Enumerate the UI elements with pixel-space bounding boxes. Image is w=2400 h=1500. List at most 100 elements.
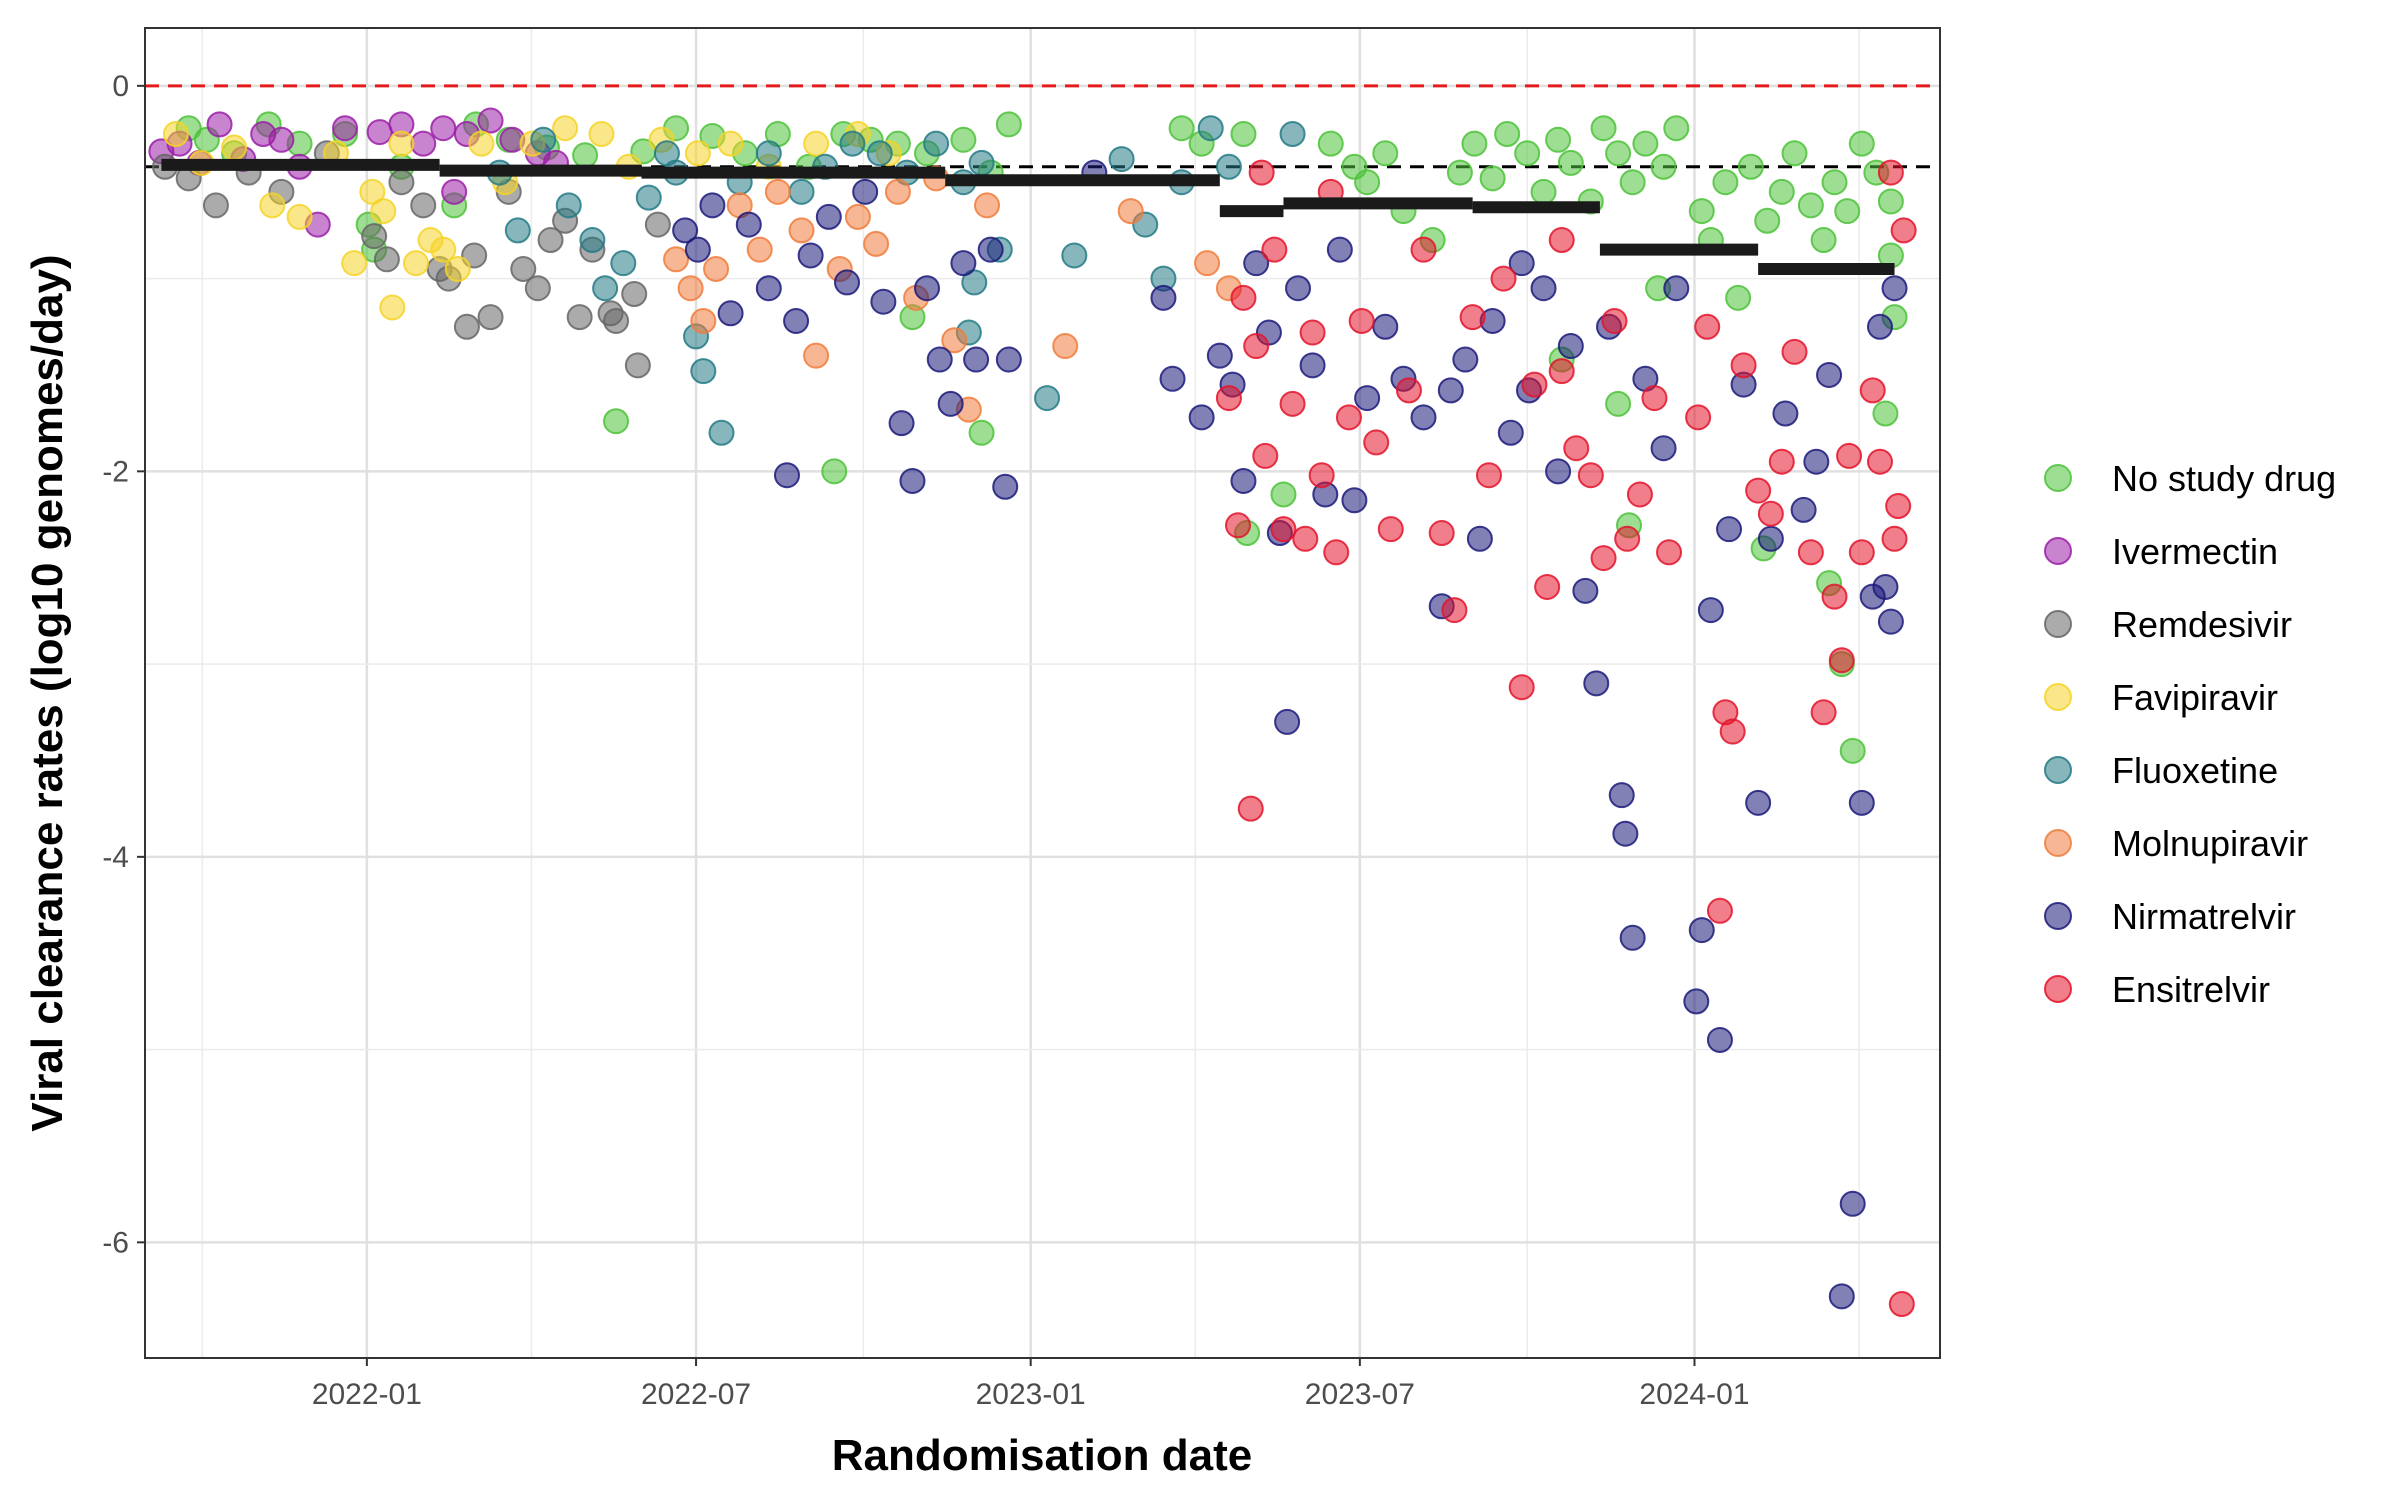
data-point <box>1590 545 1617 572</box>
legend-key <box>2044 829 2072 857</box>
data-point <box>621 281 648 307</box>
data-point <box>968 419 995 446</box>
y-tick-label: -2 <box>102 455 129 488</box>
x-tick-label: 2023-01 <box>976 1378 1086 1411</box>
data-point <box>1215 153 1242 180</box>
legend-key <box>2044 975 2072 1003</box>
data-point <box>1816 361 1843 388</box>
data-point <box>1877 608 1904 635</box>
data-point <box>221 134 248 161</box>
data-point <box>1881 275 1908 302</box>
data-point <box>1614 525 1641 552</box>
data-point <box>1716 516 1743 543</box>
data-point <box>1490 265 1517 292</box>
data-point <box>1252 442 1279 469</box>
data-point <box>1308 462 1335 489</box>
data-point <box>1475 462 1502 489</box>
data-point <box>1781 338 1808 365</box>
data-point <box>1737 153 1764 180</box>
data-point <box>1188 404 1215 431</box>
data-point <box>1590 115 1617 142</box>
data-point <box>410 130 437 157</box>
data-point <box>468 130 495 157</box>
data-point <box>677 275 704 302</box>
data-point <box>1243 250 1270 277</box>
data-point <box>735 211 762 238</box>
y-axis-ticks: 0 -2 -4 -6 <box>102 70 145 1259</box>
data-point <box>1108 146 1135 173</box>
data-point <box>510 255 537 282</box>
data-point <box>950 126 977 153</box>
data-point <box>552 115 579 142</box>
data-point <box>663 246 690 273</box>
data-point <box>866 140 893 167</box>
data-point <box>1872 400 1899 427</box>
data-point <box>1150 284 1177 311</box>
data-point <box>341 250 368 277</box>
data-point <box>870 288 897 315</box>
data-point <box>1206 342 1233 369</box>
data-point <box>708 419 735 446</box>
legend-label: Ensitrelvir <box>2112 969 2270 1010</box>
data-point <box>1757 500 1784 527</box>
legend-label: Remdesivir <box>2112 604 2292 645</box>
data-point <box>1712 169 1739 196</box>
data-point <box>1168 115 1195 142</box>
data-point <box>703 255 730 282</box>
legend-label: Nirmatrelvir <box>2112 896 2296 937</box>
data-point <box>1452 346 1479 373</box>
data-point <box>1821 583 1848 610</box>
data-point <box>1872 573 1899 600</box>
data-point <box>1372 140 1399 167</box>
data-point <box>537 227 564 254</box>
data-point <box>1410 404 1437 431</box>
data-point <box>672 217 699 244</box>
data-point <box>888 410 915 437</box>
data-point <box>610 250 637 277</box>
data-point <box>746 236 773 263</box>
data-point <box>788 178 815 205</box>
data-point <box>286 203 313 230</box>
data-point <box>1836 442 1863 469</box>
data-point <box>1663 115 1690 142</box>
data-point <box>524 275 551 302</box>
x-tick-label: 2024-01 <box>1639 1378 1749 1411</box>
data-point <box>1225 512 1252 539</box>
period-mean-segments <box>161 158 1895 275</box>
data-point <box>884 178 911 205</box>
data-point <box>1230 121 1257 148</box>
data-point <box>1377 516 1404 543</box>
data-point <box>1428 520 1455 547</box>
data-point <box>1545 126 1572 153</box>
data-point <box>1530 275 1557 302</box>
data-point <box>206 111 233 138</box>
panel-border <box>144 27 1941 1359</box>
data-point <box>1243 333 1270 360</box>
data-point <box>1688 917 1715 944</box>
data-point <box>653 140 680 167</box>
data-point <box>1803 448 1830 475</box>
data-point <box>1323 539 1350 566</box>
data-point <box>1641 385 1668 412</box>
data-point <box>1354 169 1381 196</box>
data-point <box>821 458 848 485</box>
data-point <box>366 119 393 146</box>
data-point <box>441 178 468 205</box>
legend-label: Molnupiravir <box>2112 823 2308 864</box>
data-point <box>1866 313 1893 340</box>
data-point <box>1797 192 1824 219</box>
data-point <box>773 462 800 489</box>
data-point <box>1757 525 1784 552</box>
data-point <box>1292 525 1319 552</box>
data-point <box>684 236 711 263</box>
data-point <box>1685 404 1712 431</box>
data-point <box>923 130 950 157</box>
data-point <box>1619 924 1646 951</box>
data-point <box>1583 670 1610 697</box>
data-point <box>1650 435 1677 462</box>
y-tick-label: -6 <box>102 1226 129 1259</box>
data-point <box>1719 718 1746 745</box>
data-point <box>1437 377 1464 404</box>
data-point <box>1697 597 1724 624</box>
data-point <box>1881 525 1908 552</box>
